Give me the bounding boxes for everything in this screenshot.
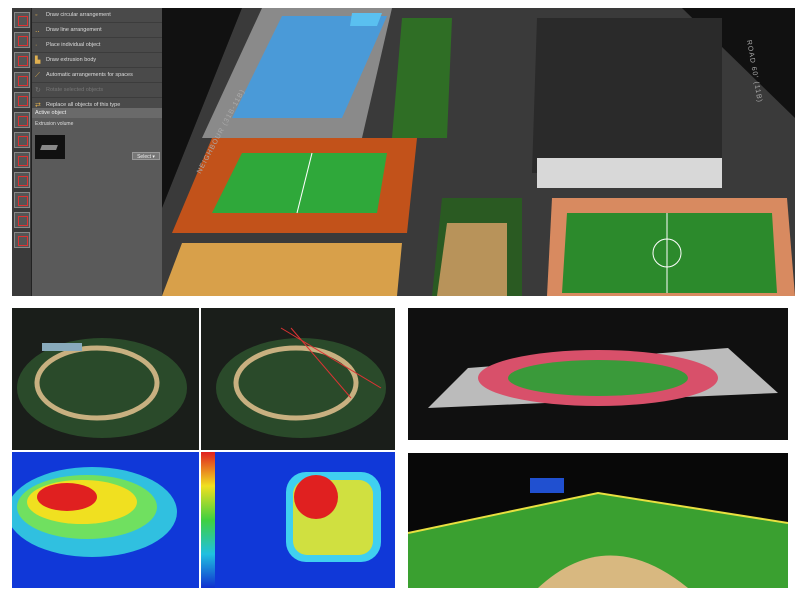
tool-button[interactable] xyxy=(14,192,30,208)
object-thumbnail xyxy=(35,135,65,159)
menu-item-circular[interactable]: ◦ Draw circular arrangement xyxy=(32,8,162,23)
menu-item-place[interactable]: · Place individual object xyxy=(32,38,162,53)
tool-button[interactable] xyxy=(14,132,30,148)
site-render xyxy=(162,8,795,296)
illuminance-heatmap-1 xyxy=(12,452,199,588)
baseball-field-render xyxy=(408,453,788,588)
tool-button[interactable] xyxy=(14,92,30,108)
tool-button[interactable] xyxy=(14,72,30,88)
place-object-icon: · xyxy=(35,42,38,49)
tool-button[interactable] xyxy=(14,12,30,28)
tool-button[interactable] xyxy=(14,32,30,48)
basketball-court xyxy=(162,243,402,296)
tool-button[interactable] xyxy=(14,52,30,68)
tool-button[interactable] xyxy=(14,232,30,248)
menu-item-line[interactable]: ‥ Draw line arrangement xyxy=(32,23,162,38)
menu-item-automatic[interactable]: ⟋ Automatic arrangements for spaces xyxy=(32,68,162,83)
tool-button[interactable] xyxy=(14,212,30,228)
lawn xyxy=(392,18,452,138)
tool-button[interactable] xyxy=(14,172,30,188)
extrusion-icon: ▙ xyxy=(35,57,41,64)
tool-button[interactable] xyxy=(14,112,30,128)
menu-item-extrusion[interactable]: ▙ Draw extrusion body xyxy=(32,53,162,68)
building xyxy=(532,18,722,173)
tool-palette xyxy=(12,8,32,296)
swimming-pool xyxy=(232,16,387,118)
3d-site-view[interactable]: NEIGHBOUR (31B-11B) ROAD 60' (11B) xyxy=(162,8,795,296)
line-arrangement-icon: ‥ xyxy=(35,27,40,34)
menu-item-rotate: ↻ Rotate selected objects xyxy=(32,83,162,98)
tool-button[interactable] xyxy=(14,152,30,168)
active-object-name: Extrusion volume xyxy=(35,121,74,127)
rotate-icon: ↻ xyxy=(35,87,41,94)
replace-icon: ⇄ xyxy=(35,102,41,109)
active-object-panel: Active object Extrusion volume Select ▾ xyxy=(32,108,162,296)
baseball-render-1 xyxy=(12,308,199,450)
select-button[interactable]: Select ▾ xyxy=(132,152,160,160)
lighting-software-window: ◦ Draw circular arrangement ‥ Draw line ar… xyxy=(12,8,795,296)
illuminance-heatmap-2 xyxy=(201,452,395,588)
circle-arrangement-icon: ◦ xyxy=(35,12,38,19)
scoreboard xyxy=(530,478,564,493)
illuminance-legend xyxy=(201,452,215,588)
athletics-track-render xyxy=(408,308,788,440)
active-object-header: Active object xyxy=(32,108,162,118)
baseball-render-2 xyxy=(201,308,395,450)
auto-arrange-icon: ⟋ xyxy=(35,72,40,79)
